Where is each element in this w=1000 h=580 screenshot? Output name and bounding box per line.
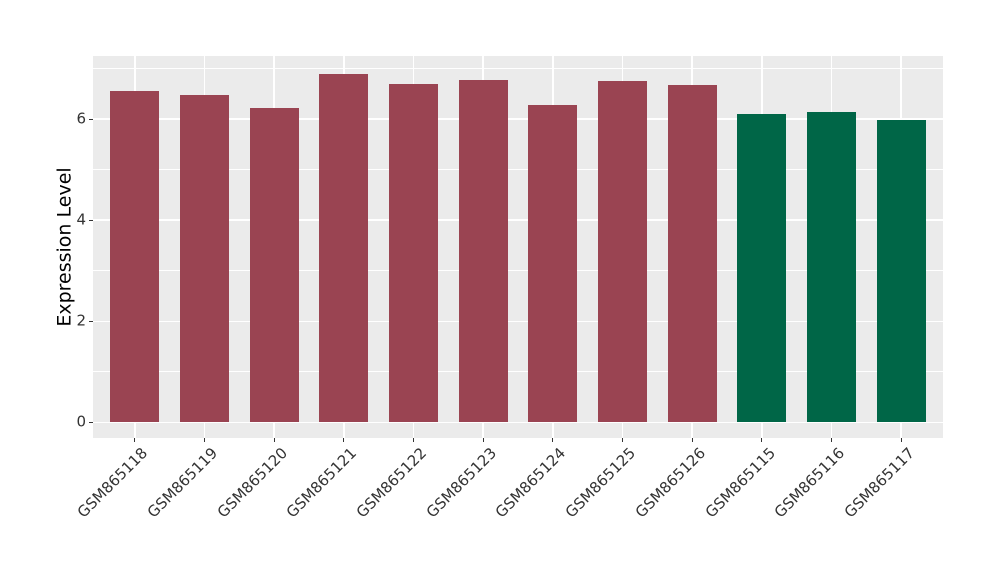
gridline-major-y xyxy=(93,421,943,424)
gridline-minor-y xyxy=(93,270,943,272)
bar-GSM865118 xyxy=(110,91,160,423)
x-tick-label: GSM865115 xyxy=(701,444,779,522)
gridline-major-y xyxy=(93,219,943,221)
gridline-minor-y xyxy=(93,68,943,70)
y-tick-label: 0 xyxy=(76,412,86,431)
bar-GSM865120 xyxy=(249,107,299,423)
x-tick-mark xyxy=(831,438,833,442)
x-tick-mark xyxy=(622,438,623,442)
x-tick-mark xyxy=(900,438,902,442)
y-tick-mark xyxy=(89,421,93,423)
gridline-major-y xyxy=(93,320,943,323)
bar-GSM865117 xyxy=(876,120,926,423)
x-tick-label: GSM865121 xyxy=(283,444,361,522)
x-tick-label: GSM865123 xyxy=(422,444,500,522)
y-tick-label: 6 xyxy=(76,109,86,128)
x-tick-mark xyxy=(134,438,136,442)
bar-GSM865122 xyxy=(388,84,438,423)
bar-GSM865121 xyxy=(319,73,369,423)
bar-GSM865125 xyxy=(598,81,647,423)
y-tick-mark xyxy=(89,219,93,221)
x-tick-mark xyxy=(691,438,693,442)
x-tick-label: GSM865117 xyxy=(840,444,918,522)
y-axis-title: Expression Level xyxy=(54,167,76,327)
bar-GSM865126 xyxy=(667,84,717,423)
x-tick-label: GSM865124 xyxy=(492,444,570,522)
y-tick-label: 4 xyxy=(76,210,86,229)
bar-GSM865115 xyxy=(737,114,787,423)
x-tick-label: GSM865119 xyxy=(143,444,222,522)
x-tick-label: GSM865126 xyxy=(631,444,709,522)
bar-GSM865123 xyxy=(458,80,508,423)
bar-GSM865119 xyxy=(179,94,229,423)
x-tick-label: GSM865116 xyxy=(770,444,849,522)
x-tick-mark xyxy=(273,438,275,442)
x-tick-mark xyxy=(203,438,205,442)
y-tick-label: 2 xyxy=(76,311,86,330)
x-tick-label: GSM865125 xyxy=(561,444,640,522)
bar-GSM865116 xyxy=(807,112,857,423)
plot-panel xyxy=(93,56,943,438)
x-tick-label: GSM865118 xyxy=(74,444,152,522)
x-tick-mark xyxy=(412,438,414,442)
y-tick-mark xyxy=(89,118,93,120)
x-tick-mark xyxy=(761,438,763,442)
x-tick-mark xyxy=(343,438,345,442)
x-tick-label: GSM865120 xyxy=(213,444,291,522)
x-tick-label: GSM865122 xyxy=(352,444,431,522)
gridline-minor-y xyxy=(93,371,943,373)
gridline-major-y xyxy=(93,118,943,120)
bar-GSM865124 xyxy=(528,105,578,423)
x-tick-mark xyxy=(552,438,554,442)
x-tick-mark xyxy=(482,438,484,442)
gridline-minor-y xyxy=(93,169,943,171)
y-tick-mark xyxy=(89,320,93,322)
